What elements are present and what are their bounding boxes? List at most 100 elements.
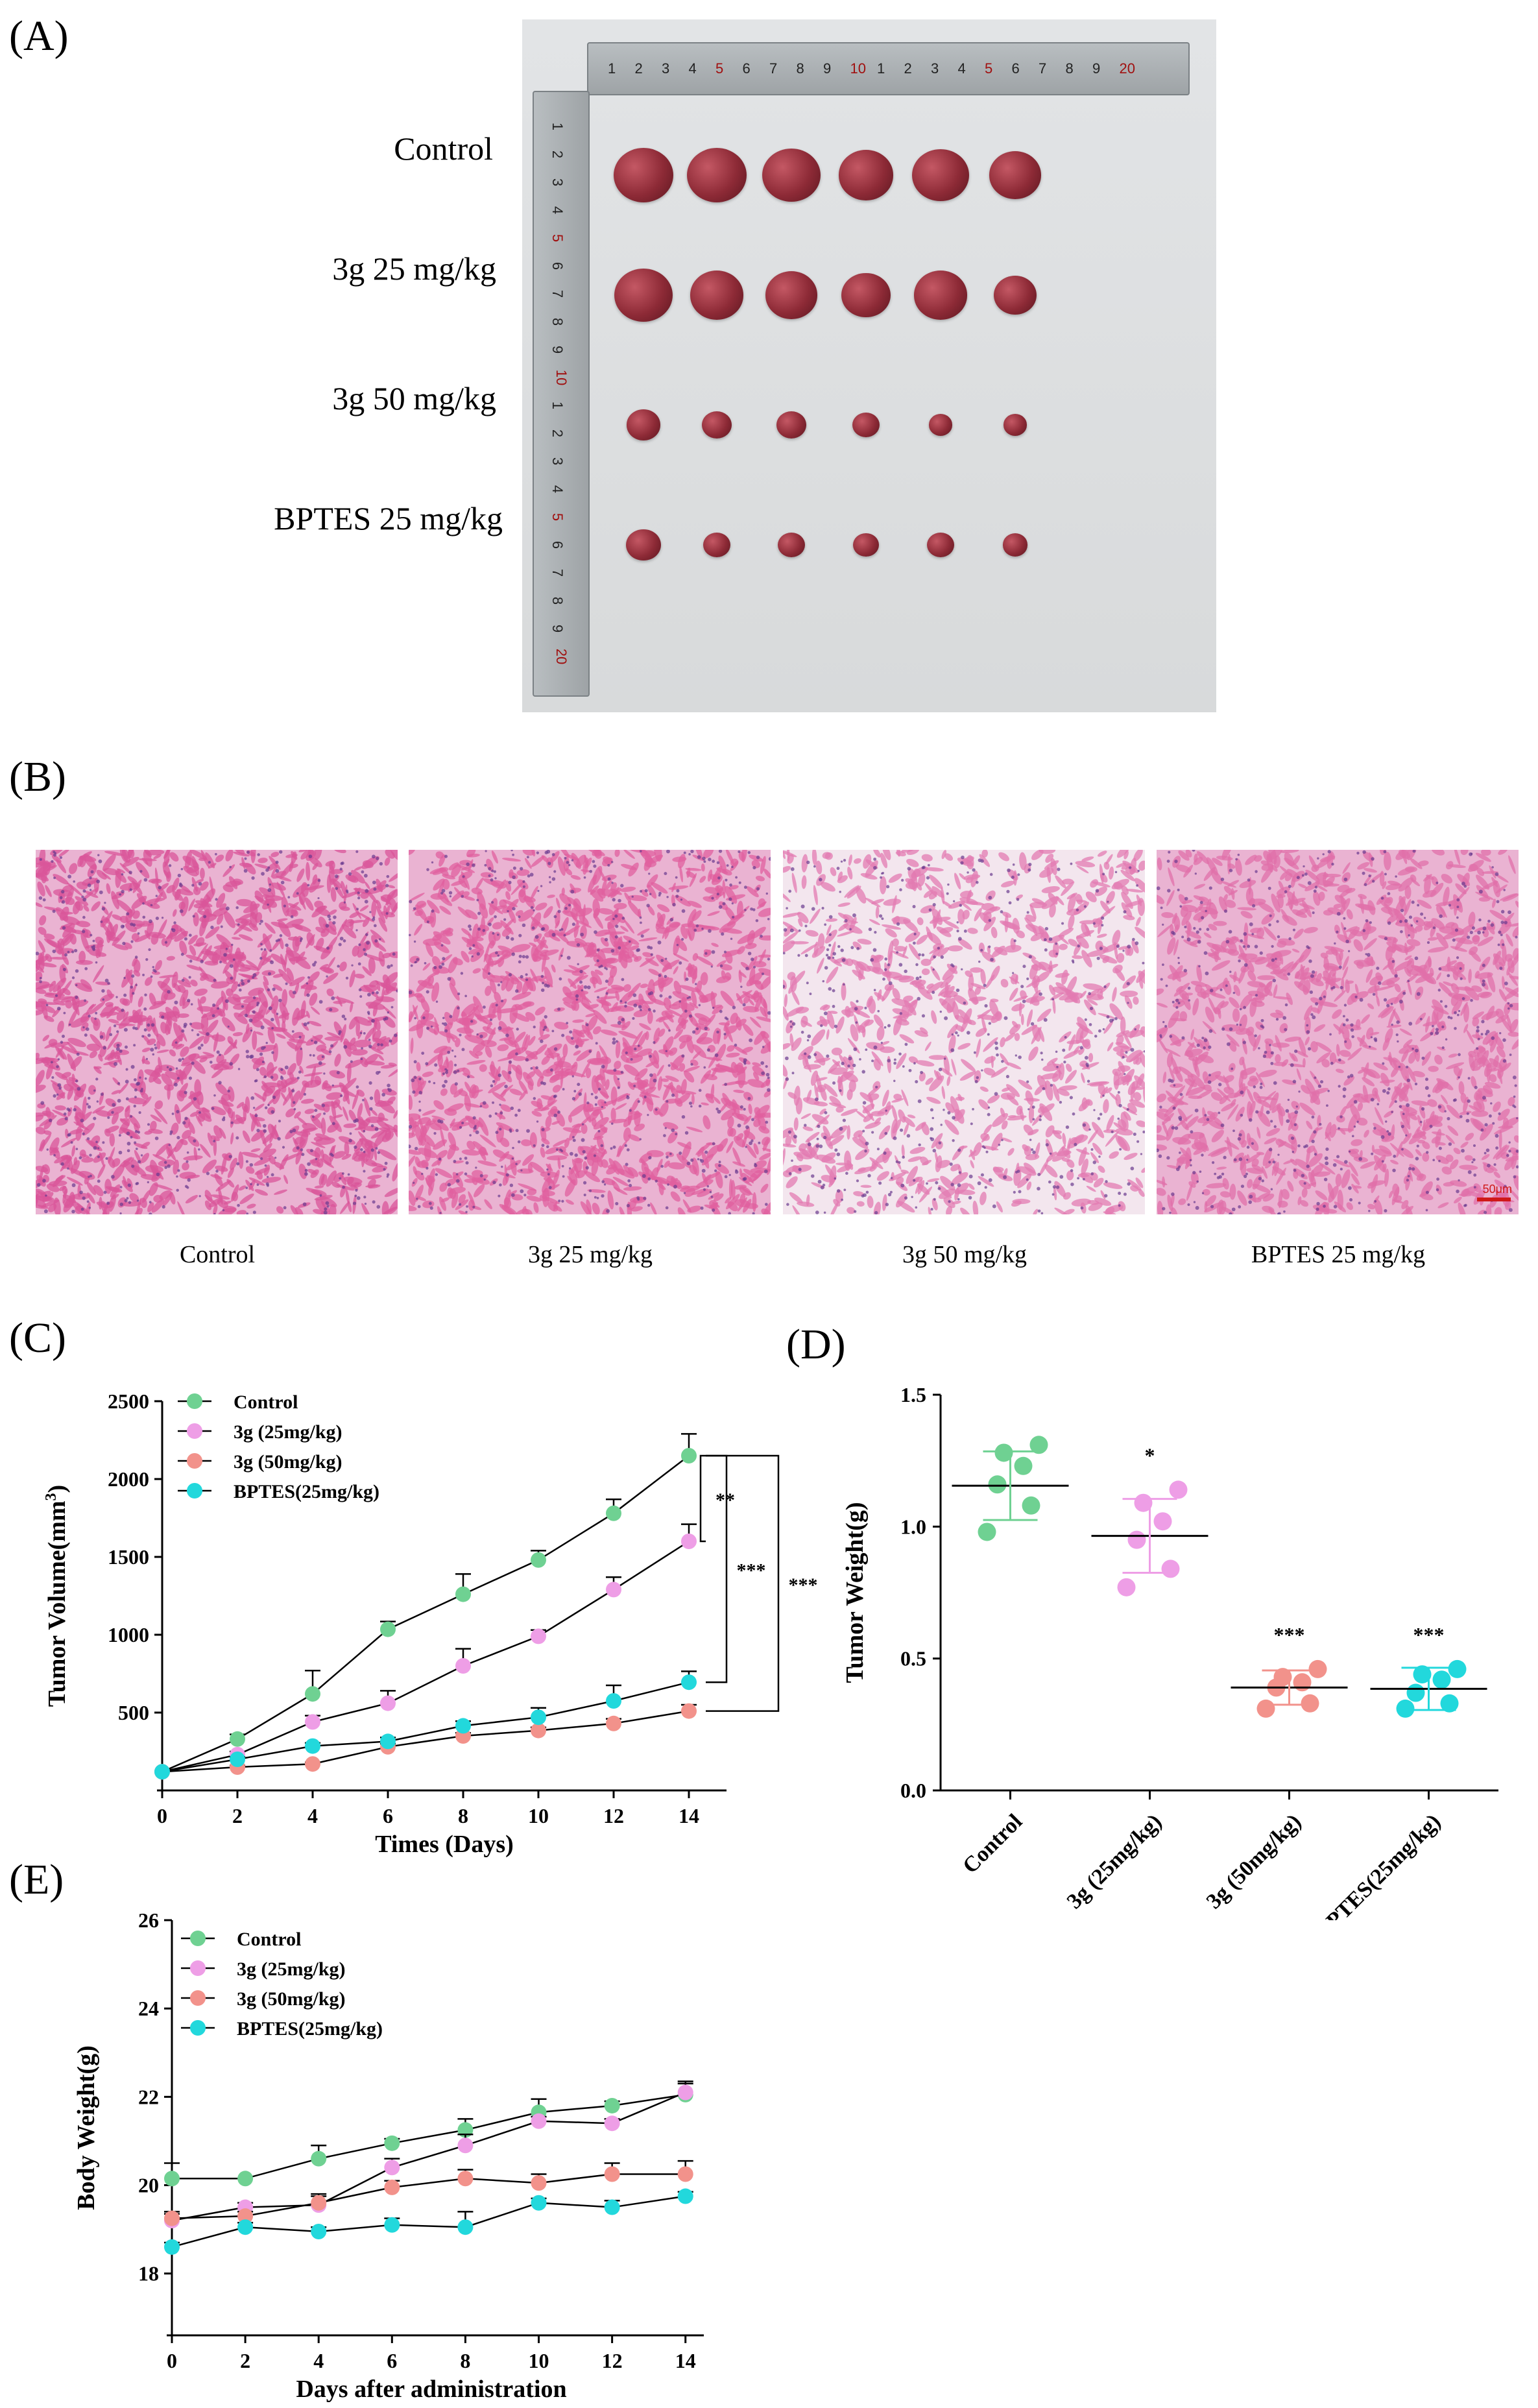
cell <box>692 953 699 961</box>
nucleus <box>688 996 691 999</box>
cell <box>264 895 283 901</box>
cell <box>533 956 542 962</box>
nucleus <box>758 1141 761 1144</box>
nucleus <box>1056 1065 1059 1068</box>
nucleus <box>219 1054 221 1056</box>
nucleus <box>497 954 499 957</box>
nucleus <box>605 992 608 995</box>
cell <box>1086 989 1099 999</box>
nucleus <box>806 860 810 864</box>
nucleus <box>653 1078 657 1083</box>
nucleus <box>723 950 727 954</box>
nucleus <box>142 902 145 905</box>
nucleus <box>328 918 331 921</box>
nucleus <box>261 1061 265 1064</box>
nucleus <box>130 1115 133 1118</box>
nucleus <box>729 883 732 887</box>
cell <box>458 1194 466 1204</box>
nucleus <box>200 959 204 963</box>
nucleus <box>668 995 672 999</box>
ruler-v-tick: 1 <box>549 122 566 131</box>
nucleus <box>980 1173 985 1177</box>
cell <box>542 1196 560 1204</box>
cell <box>239 1193 254 1205</box>
nucleus <box>422 1016 426 1020</box>
nucleus <box>702 856 706 861</box>
nucleus <box>39 858 42 861</box>
cell <box>1045 1125 1055 1138</box>
cell <box>1077 1017 1088 1032</box>
cell <box>875 906 880 919</box>
nucleus <box>560 954 563 957</box>
nucleus <box>988 895 992 900</box>
cell <box>955 1096 965 1101</box>
nucleus <box>716 1030 719 1034</box>
nucleus <box>441 962 445 966</box>
nucleus <box>93 1089 96 1092</box>
cell <box>1118 946 1129 950</box>
nucleus <box>731 902 734 905</box>
cell <box>477 1150 488 1155</box>
cell <box>227 1036 234 1045</box>
nucleus <box>464 1157 468 1160</box>
cell <box>758 968 771 976</box>
cell <box>421 1159 429 1168</box>
nucleus <box>626 1094 629 1098</box>
cell <box>848 854 852 866</box>
cell <box>299 1065 304 1074</box>
cell <box>585 942 595 948</box>
nucleus <box>60 1041 64 1044</box>
nucleus <box>325 1201 330 1205</box>
cell <box>182 1162 189 1171</box>
cell <box>258 858 268 863</box>
nucleus <box>1070 862 1073 865</box>
cell <box>180 1046 189 1057</box>
cell <box>254 1157 271 1166</box>
cell <box>320 1117 326 1135</box>
cell <box>1007 869 1018 881</box>
cell <box>472 968 481 974</box>
nucleus <box>811 1174 815 1178</box>
nucleus <box>695 924 699 928</box>
cell <box>307 1168 317 1175</box>
cell <box>340 906 350 911</box>
nucleus <box>45 1004 49 1007</box>
nucleus <box>742 1003 746 1007</box>
cell <box>957 1042 971 1050</box>
nucleus <box>137 932 140 935</box>
ruler-v-tick: 6 <box>549 261 566 271</box>
cell <box>418 1148 438 1159</box>
nucleus <box>155 916 160 921</box>
cell <box>52 1109 69 1118</box>
nucleus <box>136 1081 141 1086</box>
nucleus <box>114 1062 118 1066</box>
cell <box>590 1145 601 1153</box>
nucleus <box>253 1107 256 1109</box>
cell <box>60 933 72 946</box>
cell <box>1006 1062 1022 1070</box>
nucleus <box>148 948 151 951</box>
nucleus <box>559 929 562 932</box>
cell <box>884 983 895 991</box>
cell <box>195 1114 203 1127</box>
nucleus <box>300 937 303 941</box>
cell <box>940 1175 955 1191</box>
nucleus <box>270 1017 274 1022</box>
cell <box>561 887 565 896</box>
nucleus <box>761 972 765 976</box>
cell <box>409 850 416 855</box>
cell <box>1116 850 1131 858</box>
nucleus <box>541 927 546 931</box>
cell <box>1133 850 1143 861</box>
nucleus <box>457 993 461 996</box>
nucleus <box>516 1028 519 1031</box>
nucleus <box>555 1148 559 1151</box>
cell <box>425 942 434 957</box>
cell <box>622 1042 629 1050</box>
cell <box>829 1096 841 1107</box>
cell <box>686 1036 694 1054</box>
nucleus <box>57 1083 62 1087</box>
nucleus <box>718 1161 721 1164</box>
nucleus <box>544 983 548 987</box>
cell <box>56 859 67 874</box>
